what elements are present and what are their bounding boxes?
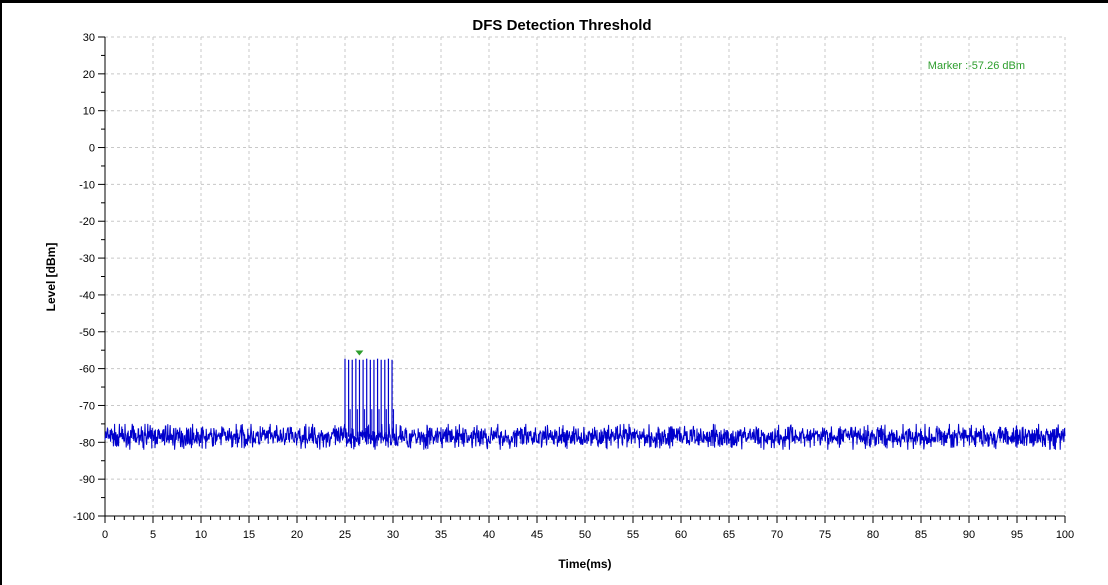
x-tick-label: 95 (1011, 529, 1023, 541)
y-tick-label: -80 (79, 437, 95, 449)
series (104, 358, 1066, 450)
x-tick-label: 30 (387, 529, 399, 541)
x-tick-label: 70 (771, 529, 783, 541)
x-tick-label: 60 (675, 529, 687, 541)
y-tick-label: 30 (83, 32, 95, 44)
x-tick-label: 10 (195, 529, 207, 541)
x-tick-label: 55 (627, 529, 639, 541)
x-tick-label: 90 (963, 529, 975, 541)
x-tick-label: 75 (819, 529, 831, 541)
x-tick-label: 45 (531, 529, 543, 541)
y-tick-label: -90 (79, 474, 95, 486)
y-tick-label: -100 (73, 511, 95, 523)
y-axis-title: Level [dBm] (44, 243, 58, 312)
y-tick-label: -10 (79, 179, 95, 191)
marker-readout: Marker :-57.26 dBm (928, 60, 1025, 72)
x-tick-label: 5 (150, 529, 156, 541)
x-tick-label: 65 (723, 529, 735, 541)
y-tick-label: -40 (79, 290, 95, 302)
x-tick-label: 25 (339, 529, 351, 541)
x-tick-label: 85 (915, 529, 927, 541)
x-tick-label: 100 (1056, 529, 1074, 541)
noise-trace (104, 423, 1066, 450)
x-tick-label: 15 (243, 529, 255, 541)
x-tick-label: 40 (483, 529, 495, 541)
y-tick-label: -70 (79, 400, 95, 412)
plot-area (105, 37, 1065, 516)
y-tick-label: -20 (79, 216, 95, 228)
chart-title: DFS Detection Threshold (472, 17, 651, 34)
ticks: 0 5 10 15 20 25 30 35 40 45 50 55 60 65 70 75 80 85 90 95 10… (73, 32, 1074, 541)
y-tick-label: 20 (83, 69, 95, 81)
x-tick-label: 35 (435, 529, 447, 541)
x-tick-label: 20 (291, 529, 303, 541)
x-axis-title: Time(ms) (558, 557, 611, 571)
y-tick-label: -30 (79, 253, 95, 265)
y-tick-label: -60 (79, 364, 95, 376)
y-tick-label: 10 (83, 106, 95, 118)
grid (105, 36, 1066, 516)
x-tick-label: 80 (867, 529, 879, 541)
y-tick-label: -50 (79, 327, 95, 339)
y-tick-label: 0 (89, 143, 95, 155)
marker-icon (355, 350, 364, 356)
x-tick-label: 0 (102, 529, 108, 541)
marker (355, 350, 364, 356)
x-tick-label: 50 (579, 529, 591, 541)
